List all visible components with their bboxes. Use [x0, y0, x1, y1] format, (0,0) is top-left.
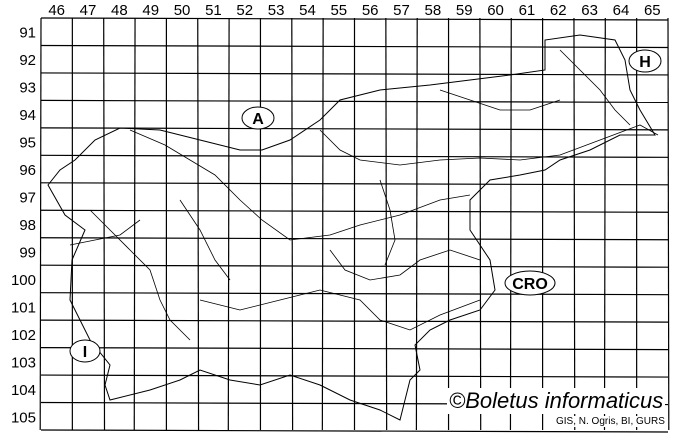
row-label: 93 [19, 80, 36, 97]
row-label: 101 [11, 299, 36, 316]
row-label: 102 [11, 327, 36, 344]
grid-horizontal-line [40, 44, 669, 49]
row-label: 97 [19, 190, 36, 207]
column-label: 47 [80, 2, 97, 19]
grid-vertical-line [573, 17, 576, 431]
grid-vertical-line [603, 17, 606, 431]
grid-horizontal-line [40, 237, 669, 241]
region-i-text: I [83, 344, 87, 361]
grid-horizontal-line [40, 319, 669, 323]
copyright-text: ©Boletus informaticus [447, 388, 666, 414]
grid-vertical-line [197, 17, 200, 431]
grid-vertical-line [415, 17, 418, 431]
column-label: 56 [362, 2, 379, 19]
column-label: 48 [111, 2, 128, 19]
row-label: 99 [19, 244, 36, 261]
region-label-a: A [241, 106, 275, 130]
row-label: 94 [19, 107, 36, 124]
column-label: 60 [487, 2, 504, 19]
region-label-h: H [628, 49, 662, 73]
region-label-cro: CRO [504, 270, 556, 296]
grid-vertical-line [479, 17, 482, 431]
column-label: 55 [330, 2, 347, 19]
region-h-text: H [639, 54, 651, 71]
column-label: 50 [174, 2, 191, 19]
grid-horizontal-line [40, 17, 669, 21]
row-label: 96 [19, 162, 36, 179]
region-a-text: A [252, 111, 264, 128]
country-border [47, 34, 656, 421]
column-label: 64 [613, 2, 630, 19]
grid-vertical-line [385, 17, 388, 431]
grid-horizontal-line [40, 182, 669, 186]
rivers [69, 49, 659, 341]
grid-horizontal-line [40, 127, 669, 131]
grid-vertical-line [227, 17, 230, 431]
column-label: 53 [268, 2, 285, 19]
column-label: 52 [236, 2, 253, 19]
grid-horizontal-line [40, 209, 669, 213]
grid-vertical-line [509, 17, 512, 431]
grid-horizontal-line [40, 347, 669, 351]
column-label: 58 [425, 2, 442, 19]
grid-horizontal-line [40, 154, 669, 158]
row-label: 100 [11, 272, 36, 289]
grid-horizontal-line [40, 72, 669, 76]
column-label: 46 [48, 2, 65, 19]
row-label: 103 [11, 354, 36, 371]
column-label: 65 [644, 2, 661, 19]
column-label: 59 [456, 2, 473, 19]
column-label: 62 [550, 2, 567, 19]
grid-vertical-line [291, 17, 294, 431]
grid-vertical-line [667, 17, 670, 431]
grid-lines [39, 17, 670, 433]
row-label: 104 [11, 382, 36, 399]
row-label: 92 [19, 52, 36, 69]
column-label: 57 [393, 2, 410, 19]
row-label: 95 [19, 135, 36, 152]
row-labels: 91 92 93 94 95 96 97 98 99 100 101 102 103 104 105 [11, 25, 36, 427]
column-label: 61 [519, 2, 536, 19]
column-labels: 46 47 48 49 50 51 52 53 54 55 56 57 58 59 60 61 62 63 64 65 [48, 2, 660, 19]
grid-horizontal-line [40, 374, 669, 378]
column-label: 63 [581, 2, 598, 19]
region-label-i: I [69, 339, 101, 363]
source-credit: GIS, N. Ogris, BI, GURS [555, 416, 666, 427]
grid-horizontal-line [40, 429, 669, 433]
row-label: 91 [19, 25, 36, 42]
grid-horizontal-line [40, 292, 669, 296]
row-label: 98 [19, 217, 36, 234]
row-label: 105 [11, 409, 36, 426]
grid-vertical-line [39, 17, 42, 431]
column-label: 54 [299, 2, 316, 19]
grid-vertical-line [321, 17, 324, 431]
column-label: 49 [142, 2, 159, 19]
column-label: 51 [205, 2, 222, 19]
grid-horizontal-line [40, 99, 669, 103]
region-cro-text: CRO [512, 276, 548, 293]
